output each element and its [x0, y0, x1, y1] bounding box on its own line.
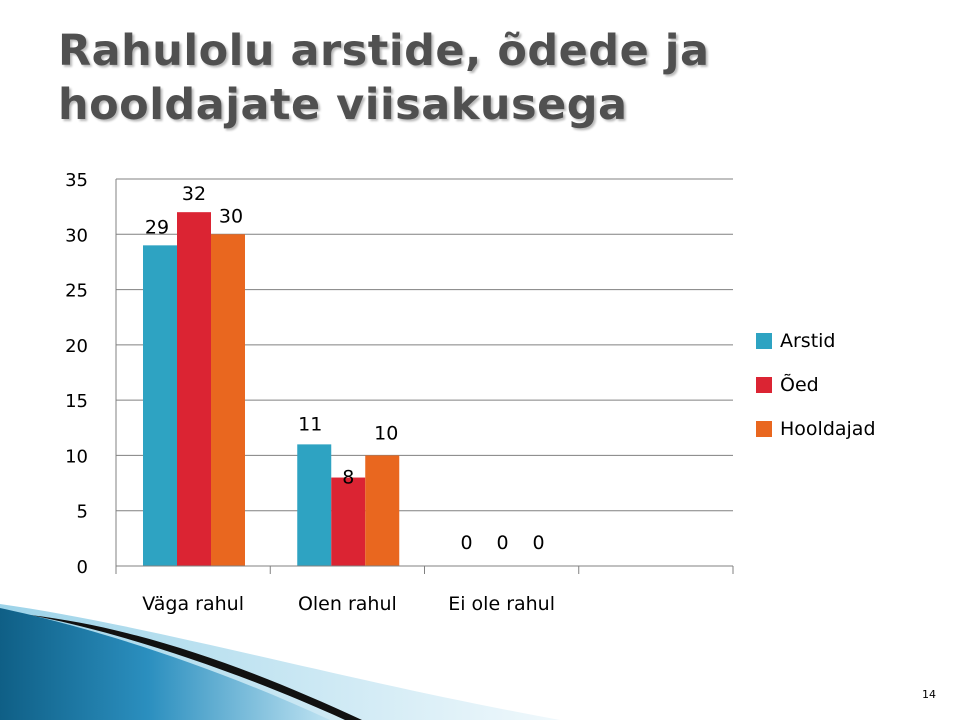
data-label: 30	[219, 205, 243, 227]
data-label: 0	[532, 532, 544, 554]
bar-0-2	[211, 234, 245, 567]
data-label: 32	[182, 183, 206, 205]
x-tick-label: Ei ole rahul	[448, 593, 555, 615]
y-tick-label: 5	[77, 502, 88, 523]
data-label: 10	[374, 422, 398, 444]
bar-1-1	[331, 477, 366, 566]
data-label: 8	[342, 467, 354, 489]
legend-label-oed: Õed	[780, 374, 819, 396]
labels: 0 5 10 15 20 25 30 35 Väga rahul Olen rahul Ei ole…	[65, 170, 555, 615]
legend-swatch-oed	[756, 377, 772, 393]
y-tick-label: 0	[77, 557, 88, 578]
x-tick-label: Väga rahul	[142, 593, 244, 615]
y-tick-label: 20	[65, 336, 88, 357]
legend-swatch-hooldajad	[756, 421, 772, 437]
data-label: 0	[496, 532, 508, 554]
page-number: 14	[922, 688, 936, 701]
data-label: 0	[460, 532, 472, 554]
legend-label-hooldajad: Hooldajad	[780, 418, 876, 440]
bar-0-1	[177, 212, 211, 566]
legend-label-arstid: Arstid	[780, 330, 836, 352]
slide-title: Rahulolu arstide, õdede ja hooldajate vi…	[58, 26, 710, 130]
axes	[115, 179, 734, 574]
y-tick-label: 25	[65, 281, 88, 302]
data-label: 29	[145, 216, 169, 238]
wave-blue-band	[0, 608, 330, 720]
y-tick-label: 30	[65, 225, 88, 246]
legend-item-oed: Õed	[756, 374, 876, 396]
y-tick-label: 10	[65, 446, 88, 467]
bars	[143, 212, 400, 567]
wave-black-stroke	[30, 615, 362, 720]
chart-legend: Arstid Õed Hooldajad	[756, 330, 876, 462]
y-tick-label: 35	[65, 170, 88, 191]
bar-1-2	[365, 455, 400, 566]
legend-swatch-arstid	[756, 333, 772, 349]
y-tick-label: 15	[65, 391, 88, 412]
legend-item-hooldajad: Hooldajad	[756, 418, 876, 440]
bar-0-0	[143, 245, 177, 567]
data-label: 11	[298, 413, 322, 435]
x-tick-label: Olen rahul	[298, 593, 397, 615]
legend-item-arstid: Arstid	[756, 330, 876, 352]
bar-1-0	[297, 444, 332, 566]
